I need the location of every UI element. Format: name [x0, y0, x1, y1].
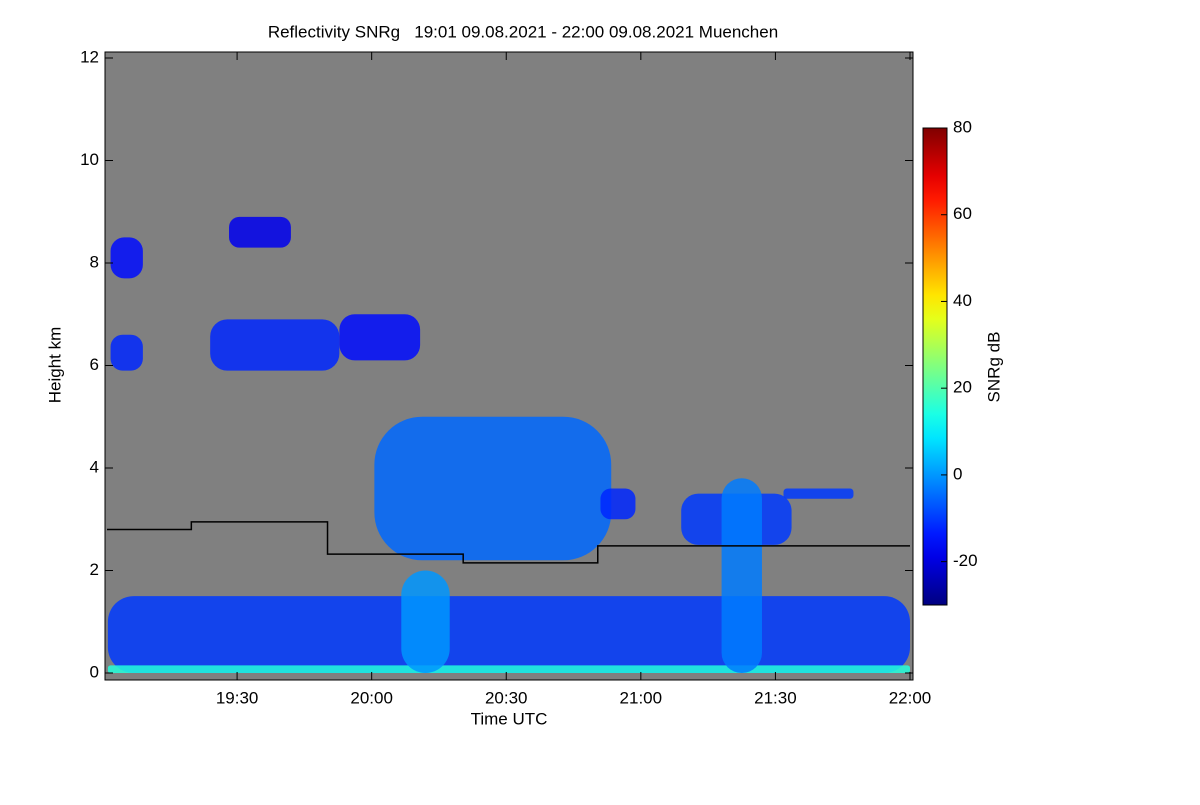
- x-axis-label: Time UTC: [471, 709, 548, 728]
- echo-region: [110, 334, 143, 371]
- x-tick-label: 20:00: [350, 688, 393, 707]
- echo-region: [374, 416, 612, 561]
- colorbar-tick-label: 0: [953, 464, 962, 483]
- y-tick-label: 4: [90, 457, 99, 476]
- colorbar-tick-label: 80: [953, 117, 972, 136]
- colorbar: [922, 127, 948, 606]
- echo-region: [339, 314, 421, 361]
- echo-region: [229, 216, 291, 248]
- chart-title: Reflectivity SNRg 19:01 09.08.2021 - 22:…: [268, 22, 778, 41]
- x-tick-label: 21:00: [620, 688, 663, 707]
- y-axis-label: Height km: [45, 327, 64, 404]
- echo-region: [721, 478, 762, 673]
- echo-region: [210, 319, 340, 371]
- colorbar-tick-label: 60: [953, 204, 972, 223]
- echo-region: [107, 596, 910, 673]
- level-line: [107, 521, 910, 564]
- x-tick-label: 20:30: [485, 688, 528, 707]
- echo-region: [600, 488, 636, 520]
- y-tick-label: 10: [80, 150, 99, 169]
- y-tick-label: 2: [90, 560, 99, 579]
- echo-region: [107, 665, 910, 673]
- echo-region: [401, 570, 450, 673]
- y-tick-label: 12: [80, 47, 99, 66]
- colorbar-label: SNRg dB: [984, 332, 1003, 403]
- colorbar-tick-label: 40: [953, 291, 972, 310]
- x-tick-label: 21:30: [754, 688, 797, 707]
- colorbar-tick-label: 20: [953, 378, 972, 397]
- echo-region: [783, 488, 854, 499]
- x-tick-label: 19:30: [216, 688, 259, 707]
- x-tick-label: 22:00: [889, 688, 932, 707]
- y-tick-label: 8: [90, 252, 99, 271]
- y-tick-label: 0: [90, 662, 99, 681]
- echo-region: [110, 237, 143, 279]
- colorbar-tick-label: -20: [953, 551, 978, 570]
- y-tick-label: 6: [90, 355, 99, 374]
